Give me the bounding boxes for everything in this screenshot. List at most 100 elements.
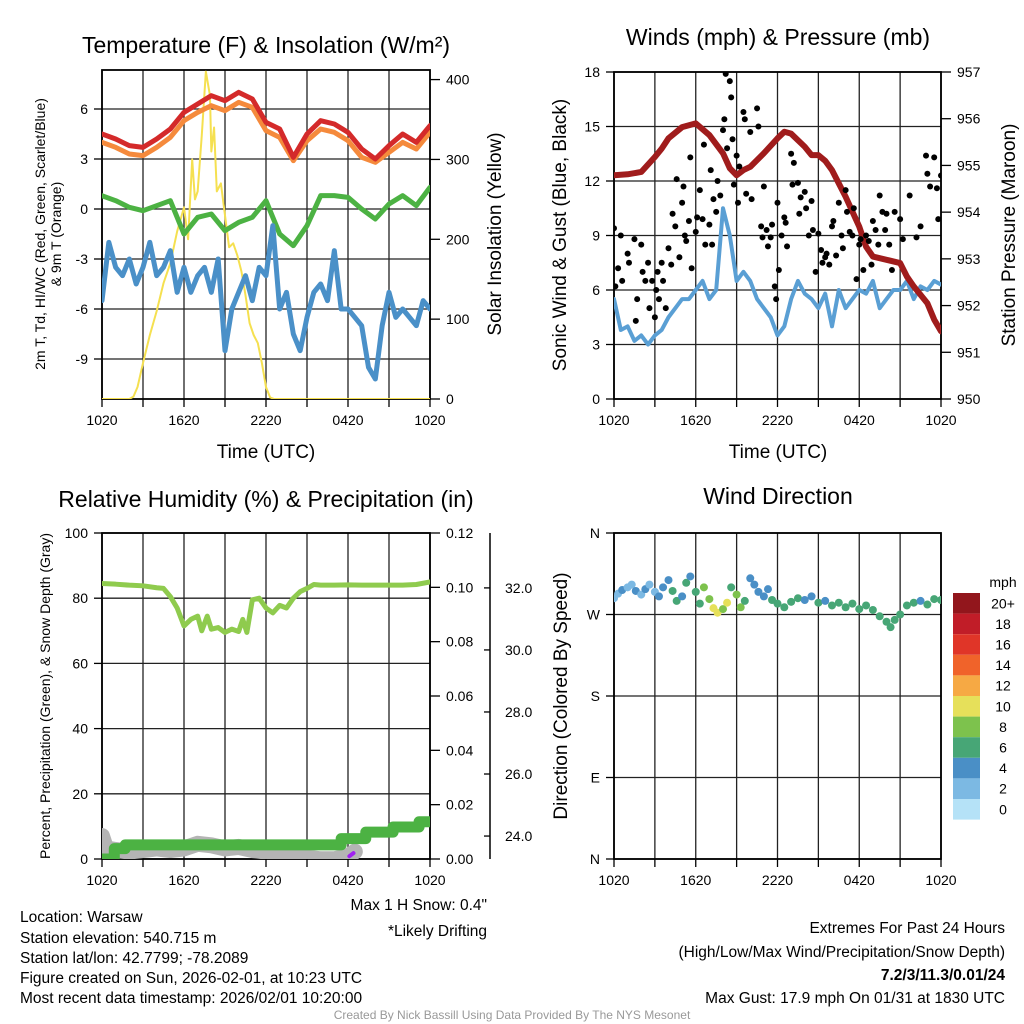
y-tick-label: 18 [584,64,600,80]
gust-point [784,243,791,250]
gust-point [823,250,830,257]
right-y-tick-label: 0.08 [446,634,473,650]
gust-point [933,185,940,192]
wind-right-axis-title: Station Pressure (Maroon) [999,124,1020,347]
gust-point [819,259,826,266]
gust-point [713,208,720,215]
plot-frame [101,69,431,400]
gust-point [924,170,931,177]
snow-y-tick-label: 30.0 [505,642,532,658]
gust-point [614,283,619,290]
wind-direction-point [916,596,925,605]
gust-point [865,237,872,244]
colorbar-label: 20+ [991,595,1015,611]
wind-direction-point [736,603,745,612]
colorbar-swatch [953,799,980,820]
gust-point [805,232,812,239]
gust-point [642,277,649,284]
wind-direction-point [787,597,796,606]
gust-point [797,194,804,201]
right-y-tick-label: 0 [446,391,454,407]
gust-point [882,227,889,234]
wind-direction-point [705,595,714,604]
extremes-title: Extremes For Past 24 Hours [809,920,1005,937]
y-tick-label: E [591,770,600,786]
wind-direction-point [930,595,939,604]
wind-direction-point [664,576,673,585]
gust-point [812,268,819,275]
wind-direction-point [807,592,816,601]
rh-y-axis-title: Percent, Precipitation (Green), & Snow D… [37,533,53,859]
gust-point [619,277,626,284]
gust-point [863,232,870,239]
gust-point [835,199,842,206]
gust-point [897,216,904,223]
wind-direction-point [780,603,789,612]
gust-point [875,241,882,248]
direction-y-axis-title: Direction (Colored By Speed) [551,572,572,819]
gust-point [624,250,631,257]
colorbar-swatch [953,675,980,696]
snow-y-tick-label: 24.0 [505,828,532,844]
x-tick-label: 1020 [86,412,117,428]
gust-point [774,199,781,206]
direction-chart-title: Wind Direction [703,483,853,509]
gust-point [788,150,795,157]
gust-point [794,179,801,186]
dewpoint-line [102,184,430,249]
gust-point [838,232,845,239]
gust-point [796,210,803,217]
wind-direction-point [834,598,843,607]
colorbar-label: 2 [999,781,1007,797]
wind-direction-point [627,580,636,589]
gust-point [653,287,660,293]
gust-point [789,181,796,188]
9m-t-line [102,99,430,165]
gust-point [658,259,665,266]
wind-direction-point [686,572,695,581]
humidity-chart: 1020 1620 2220 0420 1020 0 20 40 60 80 100 0.00 0.02… [65,525,533,888]
gust-point [655,296,662,303]
gust-point [876,192,883,199]
gust-point [938,172,941,179]
y-tick-label: W [587,607,601,623]
y-tick-label: 0 [592,391,600,407]
gust-point [754,105,761,112]
x-tick-label: 1020 [414,872,445,888]
colorbar-label: 18 [995,616,1011,632]
gust-point [748,196,755,203]
gust-point [685,217,692,224]
wind-direction-point [699,583,708,592]
gust-point [764,243,771,250]
gust-point [830,217,837,224]
gust-point [615,265,622,272]
colorbar-label: 10 [995,698,1011,714]
right-y-tick-label: 100 [446,311,470,327]
gust-point [913,234,920,241]
y-tick-label: 12 [584,173,600,189]
gust-point [931,154,938,161]
gust-point [696,187,703,194]
gust-point [853,276,860,283]
gust-point [683,237,690,244]
likely-drifting-line [347,851,356,859]
temp-chart-title: Temperature (F) & Insolation (W/m²) [82,32,450,58]
right-y-tick-label: 200 [446,231,470,247]
y-tick-label: 9 [592,228,600,244]
rh-chart-title: Relative Humidity (%) & Precipitation (i… [58,486,473,512]
wind-y-axis-title: Sonic Wind & Gust (Blue, Black) [550,99,571,371]
temp-x-axis-title: Time (UTC) [217,442,316,463]
gust-point [809,227,816,234]
gust-point [891,208,898,215]
gust-point [741,116,748,123]
right-y-tick-label: 957 [957,64,981,80]
gust-point [763,227,770,234]
wind-direction-point [937,596,941,605]
gust-point [714,178,721,184]
gust-point [729,136,736,143]
wind-direction-point [746,574,755,583]
wind-direction-point [841,603,850,612]
gust-point [733,152,740,159]
colorbar-label: 14 [995,657,1011,673]
wind-direction-point [750,580,759,589]
